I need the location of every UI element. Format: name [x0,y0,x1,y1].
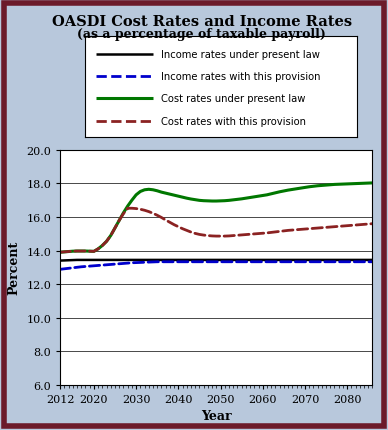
Text: Income rates with this provision: Income rates with this provision [161,72,321,82]
X-axis label: Year: Year [201,409,232,422]
Text: Cost rates with this provision: Cost rates with this provision [161,117,307,126]
Text: (as a percentage of taxable payroll): (as a percentage of taxable payroll) [77,28,326,41]
Text: Income rates under present law: Income rates under present law [161,50,320,60]
Text: OASDI Cost Rates and Income Rates: OASDI Cost Rates and Income Rates [52,15,352,29]
Y-axis label: Percent: Percent [8,241,21,295]
Text: Cost rates under present law: Cost rates under present law [161,94,306,104]
